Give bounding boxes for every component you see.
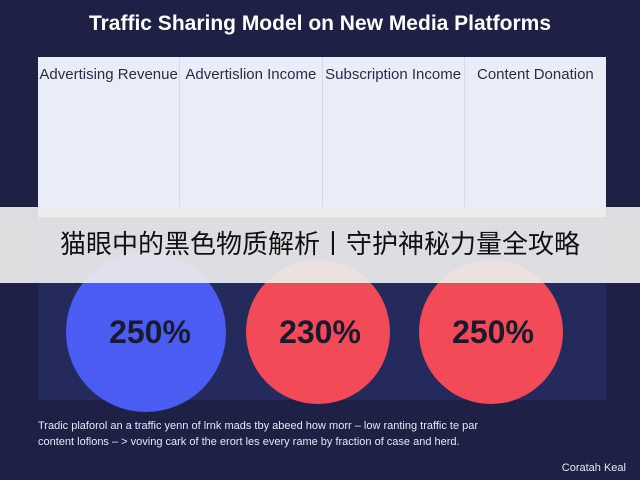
circle-label: 230% xyxy=(279,314,361,350)
footer-line: content loflons – > voving cark of the e… xyxy=(38,436,460,448)
column-header: Content Donation xyxy=(477,66,594,83)
title: Traffic Sharing Model on New Media Platf… xyxy=(88,12,552,35)
circle xyxy=(66,252,226,412)
column-header: Advertislion Income xyxy=(180,57,323,217)
circle xyxy=(419,260,563,404)
column-header: Subscription Income xyxy=(323,57,465,217)
column-panel: Advertising Revenue Advertislion Income … xyxy=(38,57,606,217)
footer-line: Tradic plaforol an a traffic yenn of lrn… xyxy=(38,420,479,432)
circle-label: 250% xyxy=(109,314,191,350)
credit: Coratah Keal xyxy=(561,462,626,474)
banner: 猫眼中的黑色物质解析丨守护神秘力量全攻略 xyxy=(0,207,640,283)
column-header: Advertising Revenue xyxy=(38,57,181,217)
circle-label: 250% xyxy=(452,314,534,350)
circle xyxy=(246,260,390,404)
